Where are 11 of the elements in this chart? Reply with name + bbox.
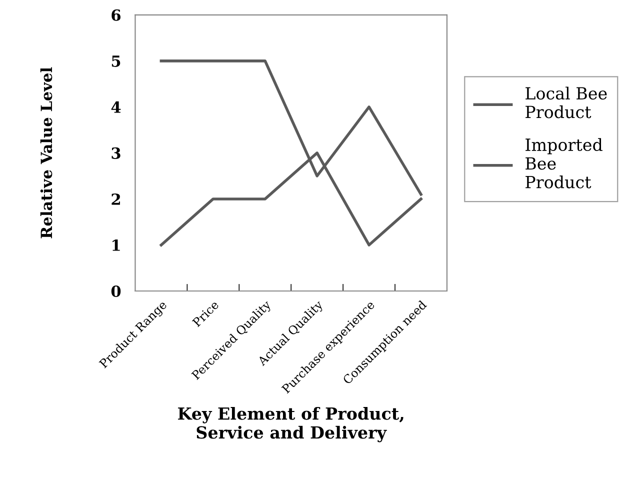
x-axis-title: Key Element of Product, Service and Delivery bbox=[178, 406, 404, 442]
y-tick-label: 6 bbox=[112, 9, 121, 21]
y-tick-label: 4 bbox=[111, 101, 121, 113]
legend-label: Imported Bee Product bbox=[526, 138, 602, 188]
y-tick-label: 1 bbox=[112, 239, 120, 251]
y-tick-label: 0 bbox=[111, 285, 121, 298]
y-tick-label: 5 bbox=[112, 56, 120, 67]
y-tick-label: 3 bbox=[112, 147, 120, 159]
y-tick-label: 2 bbox=[112, 193, 120, 205]
legend-label: Local Bee Product bbox=[526, 86, 607, 118]
y-axis-title: Relative Value Level bbox=[40, 67, 52, 238]
